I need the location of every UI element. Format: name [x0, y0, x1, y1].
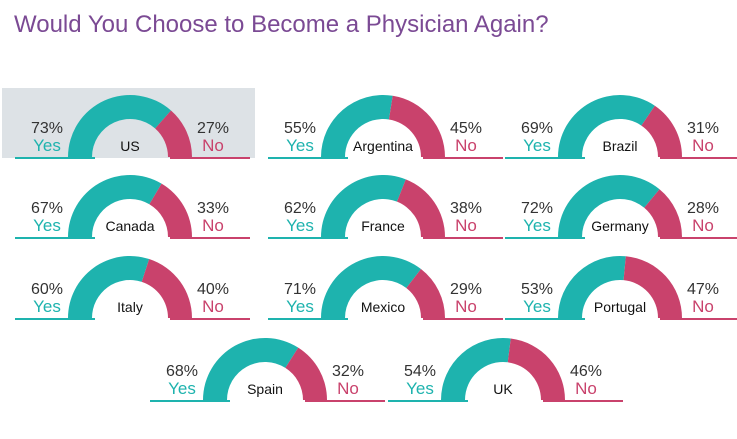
value-label: 45%	[450, 120, 482, 137]
gauge-segment	[141, 259, 192, 318]
legend-label: Yes	[523, 136, 551, 155]
legend-label: No	[202, 216, 224, 235]
legend-label: Yes	[523, 297, 551, 316]
value-label: 29%	[450, 281, 482, 298]
value-label: 31%	[687, 120, 719, 137]
category-label: Italy	[117, 299, 143, 315]
value-label: 33%	[197, 200, 229, 217]
legend-label: Yes	[33, 216, 61, 235]
category-label: US	[120, 138, 139, 154]
value-label: 32%	[332, 363, 364, 380]
legend-label: No	[202, 297, 224, 316]
legend-label: No	[455, 136, 477, 155]
legend-label: No	[575, 379, 597, 398]
value-label: 53%	[521, 281, 553, 298]
value-label: 54%	[404, 363, 436, 380]
gauge-segment	[507, 338, 565, 400]
category-label: UK	[493, 381, 513, 397]
legend-label: Yes	[286, 216, 314, 235]
value-label: 73%	[31, 120, 63, 137]
value-label: 60%	[31, 281, 63, 298]
value-label: 46%	[570, 363, 602, 380]
gauge-segment	[641, 105, 682, 157]
gauge-segment	[558, 95, 655, 157]
gauge-segment	[321, 94, 393, 157]
legend-label: No	[455, 297, 477, 316]
legend-label: No	[692, 216, 714, 235]
gauge-segment	[285, 347, 327, 400]
gauge-segment	[388, 95, 445, 157]
legend-label: Yes	[33, 136, 61, 155]
category-label: Brazil	[602, 138, 637, 154]
category-label: Germany	[591, 218, 649, 234]
gauge-segment	[68, 256, 150, 318]
value-label: 47%	[687, 281, 719, 298]
legend-label: No	[455, 216, 477, 235]
gauge-segment	[321, 174, 406, 237]
value-label: 38%	[450, 200, 482, 217]
gauge-segment	[644, 189, 682, 237]
gauge-segment	[441, 338, 511, 400]
gauge-segment	[149, 183, 192, 237]
gauge-segment	[406, 269, 445, 318]
category-label: Canada	[105, 218, 154, 234]
legend-label: No	[692, 297, 714, 316]
gauge-segment	[558, 256, 626, 318]
value-label: 28%	[687, 200, 719, 217]
gauge-segment	[321, 255, 422, 318]
value-label: 62%	[284, 200, 316, 217]
value-label: 72%	[521, 200, 553, 217]
category-label: Mexico	[361, 299, 406, 315]
legend-label: No	[337, 379, 359, 398]
legend-label: Yes	[406, 379, 434, 398]
gauge-segment	[623, 256, 682, 318]
value-label: 69%	[521, 120, 553, 137]
gauge-segment	[68, 94, 172, 157]
gauge-segment	[68, 175, 162, 237]
legend-label: Yes	[286, 136, 314, 155]
value-label: 40%	[197, 281, 229, 298]
legend-label: No	[692, 136, 714, 155]
legend-label: Yes	[168, 379, 196, 398]
category-label: France	[361, 218, 405, 234]
category-label: Argentina	[353, 138, 413, 154]
category-label: Spain	[247, 381, 283, 397]
value-label: 71%	[284, 281, 316, 298]
gauge-segment	[396, 179, 445, 237]
category-label: Portugal	[594, 299, 646, 315]
value-label: 68%	[166, 363, 198, 380]
legend-label: Yes	[33, 297, 61, 316]
legend-label: Yes	[523, 216, 551, 235]
legend-label: Yes	[286, 297, 314, 316]
legend-label: No	[202, 136, 224, 155]
value-label: 67%	[31, 200, 63, 217]
gauge-segment	[558, 175, 660, 237]
value-label: 55%	[284, 120, 316, 137]
value-label: 27%	[197, 120, 229, 137]
gauge-segment	[155, 110, 192, 157]
gauge-segment	[203, 338, 299, 400]
chart-title: Would You Choose to Become a Physician A…	[14, 11, 549, 38]
